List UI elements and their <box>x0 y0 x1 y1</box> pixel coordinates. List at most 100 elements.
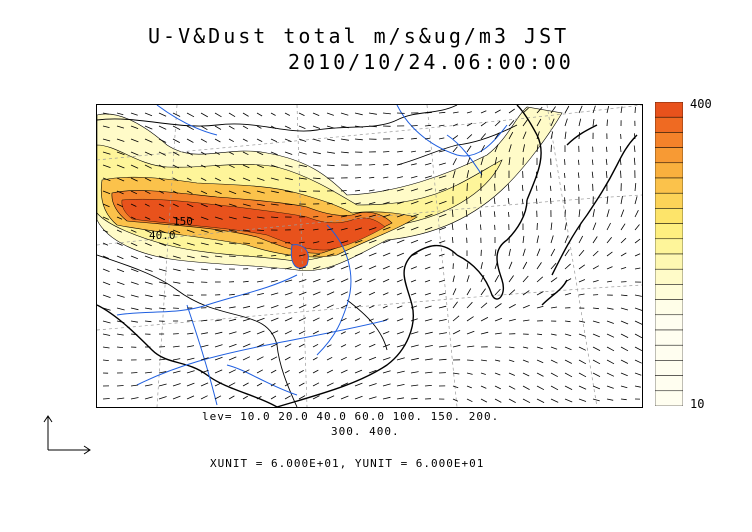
wind-vector <box>536 198 538 205</box>
wind-vector <box>508 157 511 166</box>
wind-vector <box>242 356 251 361</box>
colorbar-bin <box>655 147 683 164</box>
wind-vector <box>256 382 263 387</box>
wind-vector <box>144 371 152 374</box>
wind-vector <box>102 164 111 168</box>
wind-vector <box>634 106 636 114</box>
wind-vector <box>410 292 417 296</box>
colorbar-bin <box>655 253 683 270</box>
wind-vector <box>508 144 512 153</box>
wind-vector <box>312 304 321 309</box>
wind-vector <box>591 171 594 179</box>
wind-vector <box>340 112 349 116</box>
wind-vector <box>634 183 637 192</box>
wind-vector <box>340 240 349 244</box>
wind-vector <box>410 150 416 153</box>
dust-plume <box>97 106 563 272</box>
wind-vector <box>144 396 153 400</box>
colorbar-max-label: 400 <box>690 97 712 111</box>
vector-unit-label: XUNIT = 6.000E+01, YUNIT = 6.000E+01 <box>210 457 485 470</box>
wind-vector <box>242 369 250 374</box>
wind-vector <box>578 320 586 323</box>
wind-vector <box>298 291 307 296</box>
wind-vector <box>480 317 489 322</box>
wind-vector <box>578 235 584 244</box>
wind-vector <box>354 291 362 296</box>
wind-vector <box>606 398 614 401</box>
wind-vector <box>298 356 304 361</box>
wind-vector <box>634 385 641 388</box>
wind-vector <box>508 372 515 376</box>
wind-vector <box>172 395 181 400</box>
wind-vector <box>480 157 484 166</box>
wind-vector <box>298 229 305 231</box>
wind-vector <box>424 150 431 153</box>
wind-vector <box>634 359 642 364</box>
wind-vector <box>340 369 348 374</box>
wind-vector <box>466 170 469 179</box>
wind-vector <box>452 301 458 309</box>
wind-vector <box>242 382 249 387</box>
wind-vector <box>242 242 250 244</box>
wind-vector <box>284 395 291 400</box>
wind-vector <box>452 275 455 283</box>
wind-vector <box>354 189 361 192</box>
wind-vector <box>116 385 124 387</box>
wind-vector <box>508 108 515 114</box>
wind-vector <box>256 203 265 206</box>
wind-vector <box>606 196 609 205</box>
wind-vector <box>620 372 628 377</box>
wind-vector <box>228 203 237 207</box>
wind-vector <box>382 189 390 192</box>
wind-vector <box>620 307 629 311</box>
wind-vector <box>144 268 153 272</box>
wind-vector <box>479 210 482 218</box>
wind-vector <box>228 369 236 374</box>
wind-vector <box>396 292 402 296</box>
wind-vector <box>578 132 580 140</box>
wind-vector <box>242 280 249 283</box>
colorbar-min-label: 10 <box>690 397 705 411</box>
wind-vector <box>256 138 263 142</box>
wind-vector <box>605 158 608 166</box>
wind-vector <box>466 301 473 309</box>
wind-vector <box>130 384 139 387</box>
wind-vector <box>606 222 611 231</box>
wind-vector <box>382 226 391 231</box>
wind-vector <box>116 164 125 169</box>
wind-vector <box>200 319 208 322</box>
wind-vector <box>466 134 473 140</box>
wind-vector <box>564 131 567 140</box>
wind-vector <box>298 151 307 155</box>
wind-vector <box>634 294 642 297</box>
wind-vector <box>438 213 447 218</box>
wind-vector <box>186 138 194 143</box>
wind-vector <box>536 235 539 244</box>
wind-vector <box>228 395 235 400</box>
wind-vector <box>564 333 572 337</box>
wind-vector <box>578 222 582 231</box>
wind-vector <box>326 215 333 218</box>
wind-vector <box>242 293 250 296</box>
wind-vector <box>410 357 419 361</box>
wind-vector <box>158 307 166 310</box>
wind-vector <box>550 333 557 336</box>
wind-vector <box>354 252 363 257</box>
wind-vector <box>410 188 419 192</box>
wind-vector <box>368 383 377 387</box>
wind-vector <box>354 331 361 335</box>
wind-vector <box>172 164 179 169</box>
wind-vector <box>340 265 349 270</box>
wind-vector <box>312 177 321 180</box>
wind-vector <box>536 372 544 377</box>
wind-vector <box>340 202 347 205</box>
wind-vector <box>312 317 320 322</box>
wind-vector <box>578 249 585 257</box>
wind-vector <box>396 279 403 283</box>
wind-vector <box>186 203 194 208</box>
wind-vector <box>368 278 376 283</box>
wind-vector <box>396 226 405 231</box>
wind-vector <box>270 330 279 335</box>
wind-vector <box>158 255 167 259</box>
wind-vector <box>508 131 514 140</box>
